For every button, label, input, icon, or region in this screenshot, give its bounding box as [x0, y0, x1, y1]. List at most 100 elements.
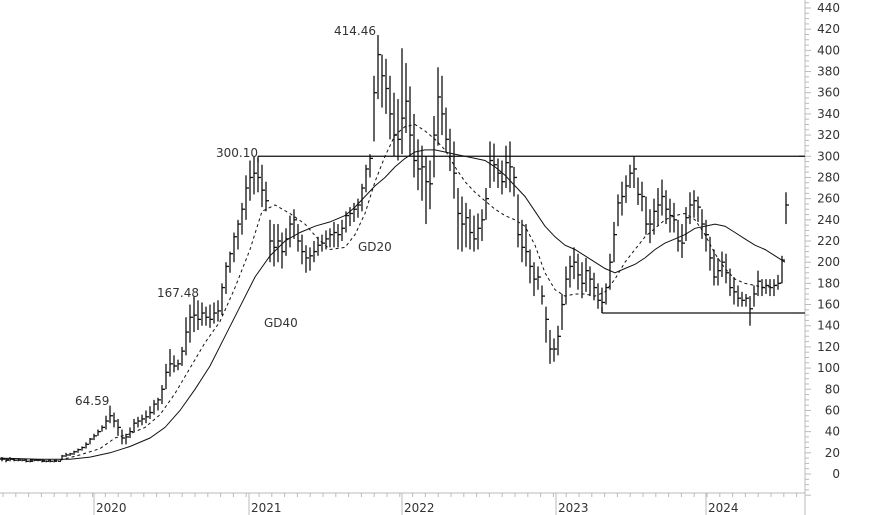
price-bar [181, 346, 185, 366]
price-bar [617, 194, 621, 227]
y-tick-label: 320 [817, 128, 840, 142]
price-bar [637, 177, 641, 205]
price-bar [45, 460, 49, 463]
price-bar [461, 196, 465, 252]
y-tick-label: 440 [817, 1, 840, 15]
price-bar [585, 257, 589, 292]
price-bar [85, 442, 89, 449]
price-bar [433, 116, 437, 178]
price-bar [749, 296, 753, 326]
price-bar [157, 397, 161, 411]
price-bar [153, 399, 157, 415]
price-bar [221, 283, 225, 316]
price-bar [709, 236, 713, 271]
price-bar [141, 414, 145, 426]
price-bar [569, 255, 573, 288]
price-bar [149, 406, 153, 419]
y-tick-label: 420 [817, 22, 840, 36]
price-bar [685, 207, 689, 241]
price-bar [249, 160, 253, 201]
price-bar [89, 437, 93, 445]
price-bar [745, 293, 749, 307]
price-bar [281, 232, 285, 269]
annotation-label: GD20 [358, 240, 392, 254]
y-tick-label: 280 [817, 170, 840, 184]
price-bar [785, 192, 789, 225]
price-bar [257, 158, 261, 193]
y-tick-label: 180 [817, 276, 840, 290]
price-bar [217, 300, 221, 322]
price-bar [493, 143, 497, 182]
annotations: 414.46 300.10 167.48 64.59 GD20 GD40 [75, 24, 392, 408]
price-bar [469, 209, 473, 250]
price-bar [229, 251, 233, 273]
price-bar [525, 224, 529, 267]
price-bar [409, 86, 413, 157]
price-bar [781, 255, 785, 284]
price-bar [577, 253, 581, 290]
y-tick-label: 20 [825, 446, 840, 460]
x-tick-label: 2024 [708, 501, 739, 515]
price-bar [105, 415, 109, 430]
price-bar [137, 416, 141, 428]
price-bar [521, 219, 525, 263]
price-bar [517, 194, 521, 248]
price-bar [293, 209, 297, 239]
price-bar [613, 221, 617, 263]
annotation-label: 300.10 [216, 146, 258, 160]
price-bar [261, 164, 265, 208]
annotation-label: 414.46 [334, 24, 376, 38]
price-bar [57, 460, 61, 462]
price-bar [109, 405, 113, 424]
price-bar [541, 285, 545, 305]
price-bar [337, 224, 341, 248]
price-bar [353, 202, 357, 222]
y-tick-label: 0 [832, 467, 840, 481]
price-bar [669, 198, 673, 233]
price-bar [565, 266, 569, 305]
y-tick-label: 240 [817, 213, 840, 227]
price-bar [573, 247, 577, 280]
price-bar [389, 75, 393, 140]
y-tick-label: 260 [817, 192, 840, 206]
price-bar [589, 266, 593, 297]
price-bar [81, 446, 85, 451]
price-bar [553, 338, 557, 362]
price-bar [129, 427, 133, 438]
price-bar [289, 215, 293, 248]
price-bar [481, 209, 485, 241]
price-bar [93, 433, 97, 441]
price-bar [609, 253, 613, 290]
y-tick-label: 100 [817, 361, 840, 375]
price-bar [425, 156, 429, 225]
price-bar [305, 245, 309, 273]
price-bar [381, 54, 385, 108]
price-bar [245, 175, 249, 220]
price-bar [501, 160, 505, 195]
price-bar [705, 219, 709, 252]
price-bar [445, 107, 449, 153]
y-tick-label: 200 [817, 255, 840, 269]
price-bar [213, 302, 217, 324]
price-bar [313, 241, 317, 263]
price-bar [537, 266, 541, 290]
price-bar [101, 425, 105, 432]
price-bar [65, 452, 69, 458]
y-tick-label: 60 [825, 403, 840, 417]
price-bar [297, 224, 301, 252]
price-bar [497, 158, 501, 189]
price-bar [309, 247, 313, 271]
price-bar [661, 179, 665, 216]
price-bar [689, 192, 693, 225]
price-bar [341, 219, 345, 241]
price-bar [189, 304, 193, 343]
price-bar [549, 329, 553, 364]
price-bar [237, 219, 241, 250]
y-tick-label: 380 [817, 65, 840, 79]
price-bar [529, 249, 533, 284]
price-bar [777, 274, 781, 290]
price-bar [373, 75, 377, 142]
price-bar [173, 355, 177, 373]
y-tick-label: 140 [817, 319, 840, 333]
